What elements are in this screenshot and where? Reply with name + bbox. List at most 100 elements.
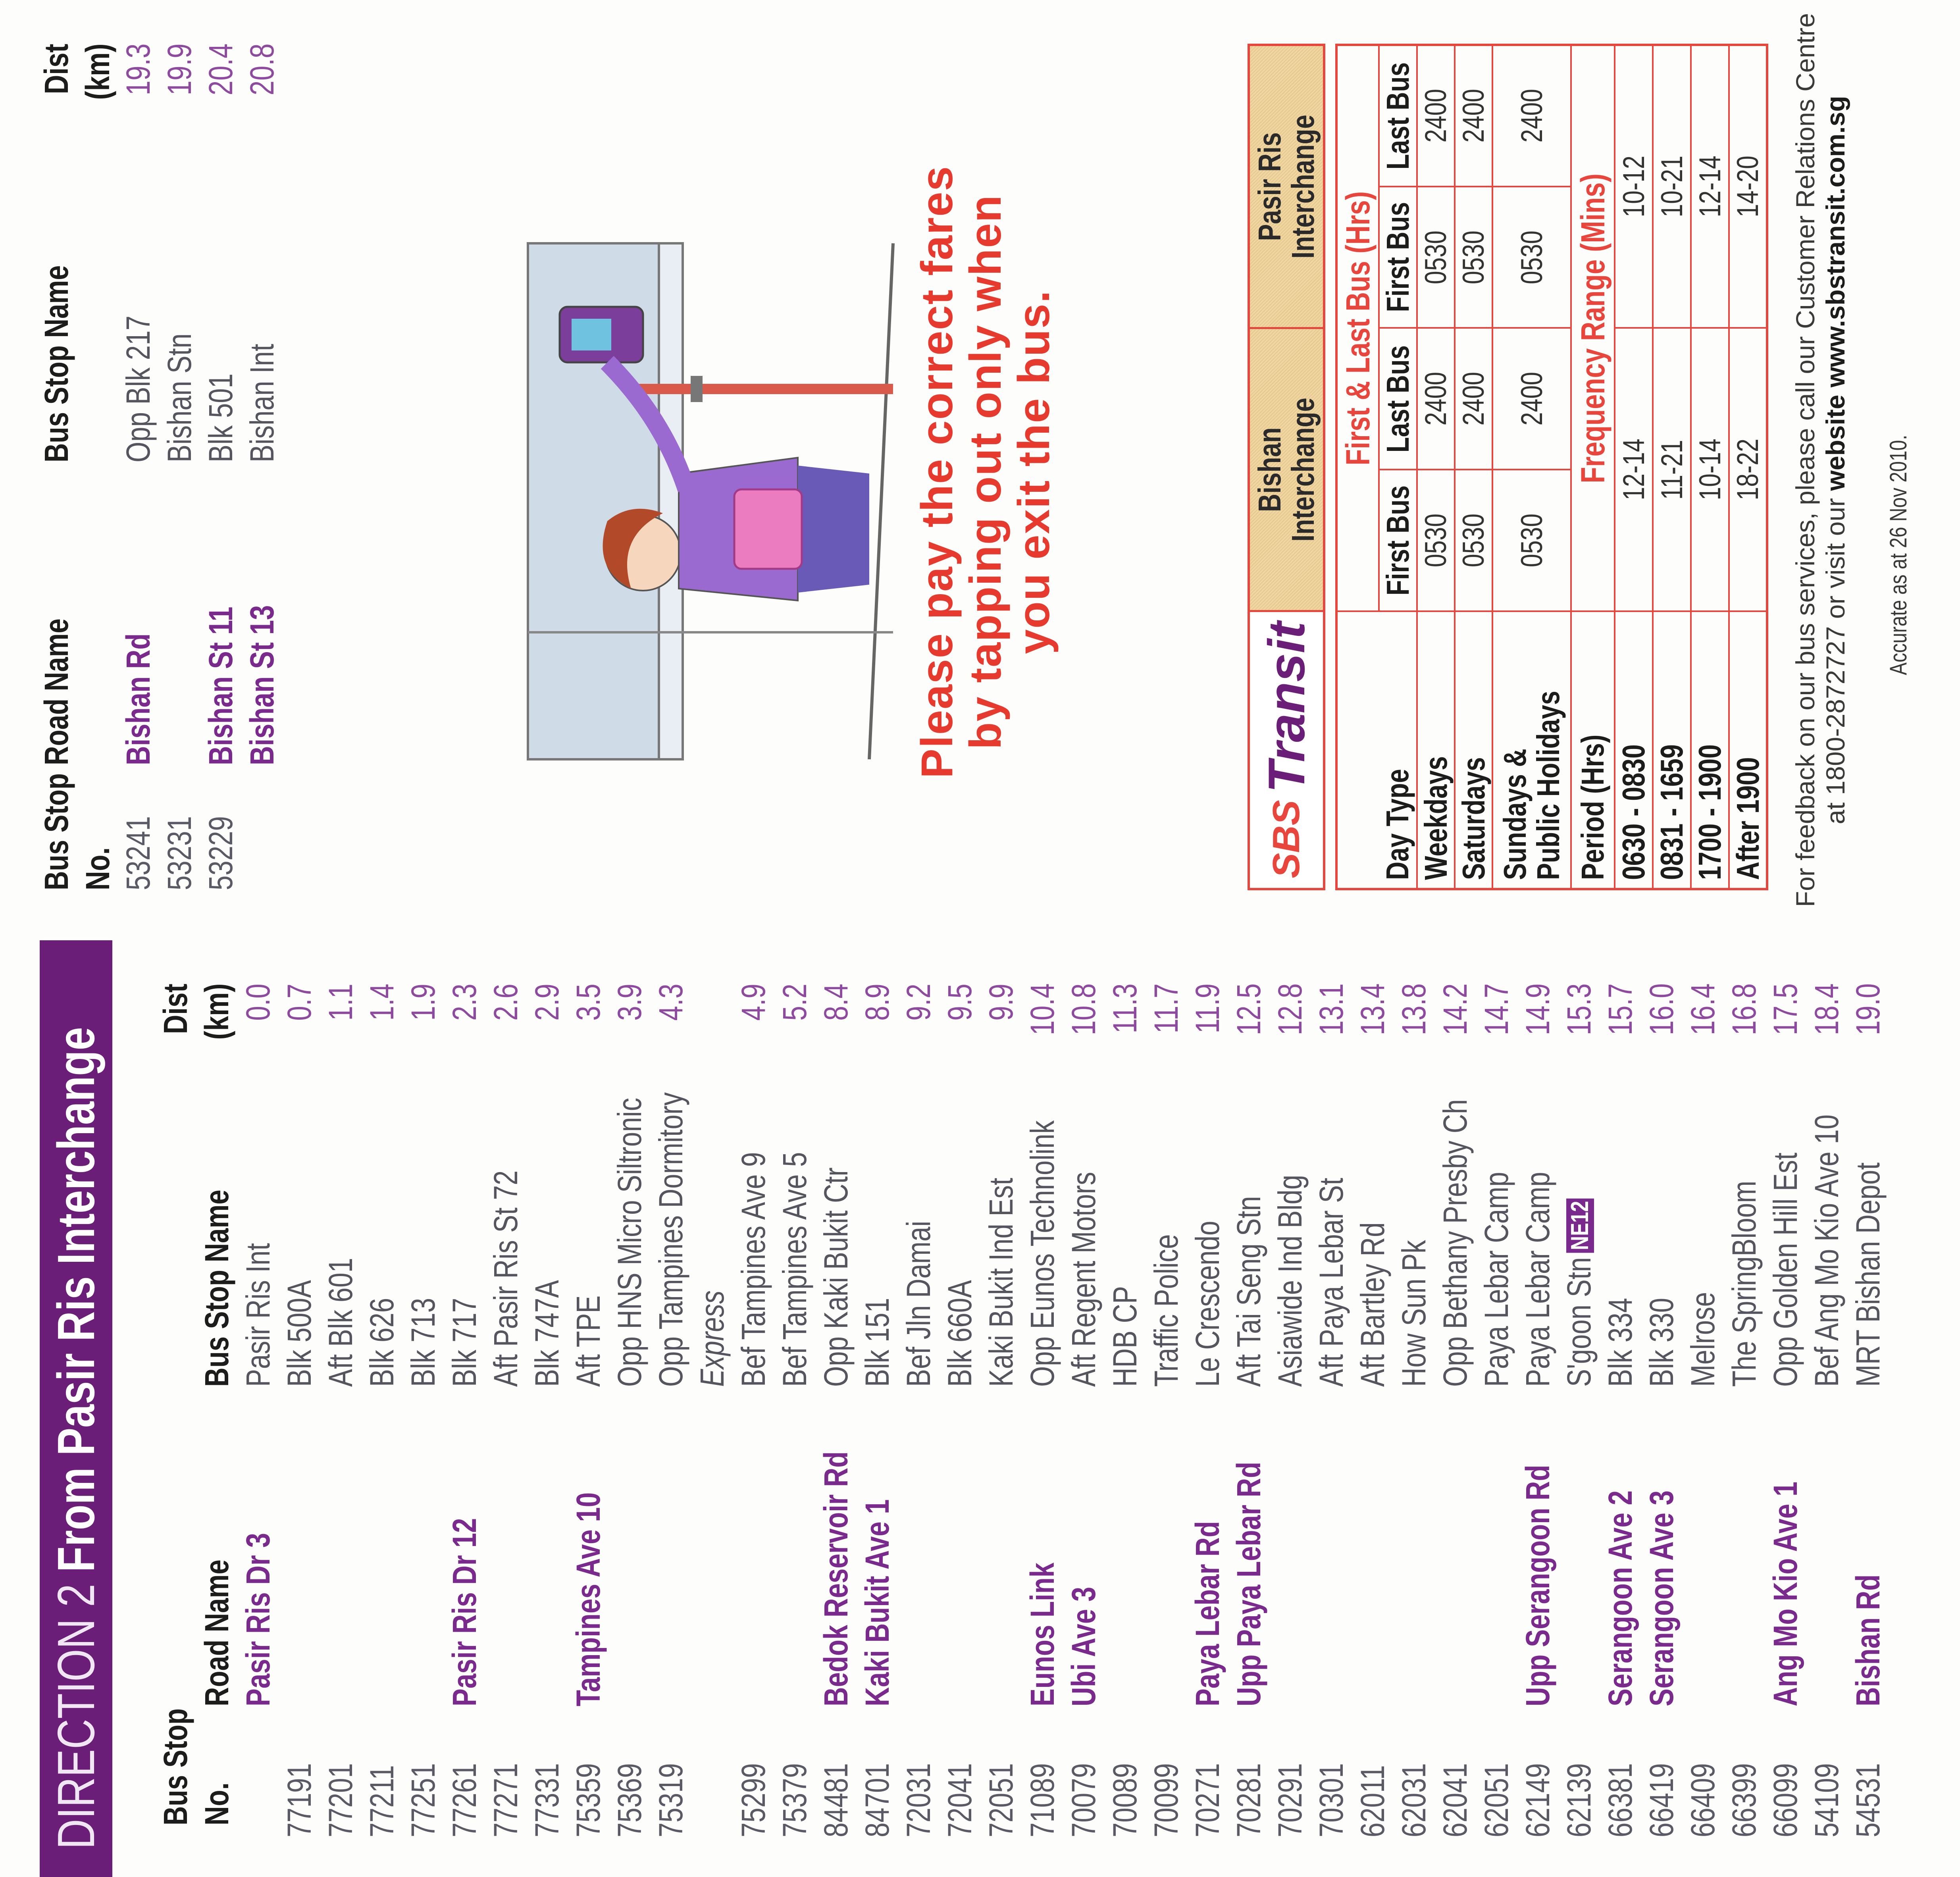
stop-row: 70291 Asiawide Ind Bldg 12.8 (1269, 940, 1311, 1877)
bus-stop-name: Asiawide Ind Bldg (1271, 1174, 1309, 1387)
direction-header-bar: DIRECTION 2 From Pasir Ris Interchange (40, 940, 112, 1877)
stop-row: 62149 Upp Serangoon Rd Paya Lebar Camp 14.9 (1517, 940, 1558, 1877)
stop-row: 66099 Ang Mo Kio Ave 1 Opp Golden Hill Est… (1765, 940, 1806, 1877)
distance-km: 12.8 (1271, 984, 1309, 1036)
stop-row: 77331 Blk 747A 2.9 (526, 940, 568, 1877)
bus-stop-name: Aft Bartley Rd (1354, 1222, 1391, 1387)
bus-stop-no: 70099 (1148, 1763, 1185, 1837)
bus-stop-no: 70089 (1106, 1763, 1144, 1837)
period-label: Period (Hrs) (1571, 611, 1615, 889)
interchange-bishan: Bishan Interchange (1250, 327, 1323, 610)
first-last-bus-timetable: First & Last Bus (Hrs) Day Type First Bu… (1335, 44, 1768, 890)
bus-stop-name: How Sun Pk (1395, 1240, 1432, 1387)
distance-km: 2.6 (487, 984, 524, 1021)
slogan-line: you exit the bus. (1009, 290, 1059, 654)
day-row-sundays-holidays: Sundays & Public Holidays 0530 2400 0530… (1492, 45, 1571, 889)
bus-stop-name: Blk 717 (446, 1298, 483, 1387)
bus-stop-no: 53229 (202, 816, 239, 890)
distance-km: 17.5 (1767, 984, 1804, 1036)
direction-2-stop-list: DIRECTION 2 From Pasir Ris Interchange B… (0, 940, 1960, 1877)
distance-km: 9.5 (941, 984, 978, 1021)
stop-row: 70271 Paya Lebar Rd Le Crescendo 11.9 (1187, 940, 1228, 1877)
bus-stop-name: Blk 501 (202, 373, 239, 462)
bus-stop-no: 66381 (1602, 1763, 1639, 1837)
stop-row: 84701 Kaki Bukit Ave 1 Blk 151 8.9 (857, 940, 898, 1877)
distance-km: 16.8 (1725, 984, 1763, 1036)
stop-row: 84481 Bedok Reservoir Rd Opp Kaki Bukit Ct… (815, 940, 857, 1877)
stop-row: 75359 Tampines Ave 10 Aft TPE 3.5 (568, 940, 609, 1877)
road-name: Tampines Ave 10 (570, 1492, 607, 1706)
bus-stop-no: 77211 (363, 1765, 400, 1837)
bus-stop-no: 75359 (570, 1763, 607, 1837)
bus-stop-name: HDB CP (1106, 1286, 1144, 1387)
stop-row: 75299 Bef Tampines Ave 9 4.9 (733, 940, 774, 1877)
stop-row: 54109 Bef Ang Mo Kio Ave 10 18.4 (1806, 940, 1847, 1877)
stop-row: 62041 Opp Bethany Presby Ch 14.2 (1434, 940, 1476, 1877)
mrt-station-code-badge: NE12 (1566, 1198, 1594, 1253)
distance-km: 2.9 (528, 984, 566, 1021)
stop-row: 66399 The SpringBloom 16.8 (1723, 940, 1765, 1877)
road-name: Ubi Ave 3 (1065, 1586, 1102, 1706)
feedback-line-2: at 1800-2872727 or visit our (1821, 491, 1850, 824)
sub-header: Last Bus (1379, 45, 1417, 187)
distance-km: 14.7 (1478, 984, 1515, 1036)
stop-row: 77211 Blk 626 1.4 (361, 940, 402, 1877)
bus-stop-name: Bef Jln Damai (900, 1221, 937, 1387)
bus-stop-name: Opp Kaki Bukit Ctr (817, 1167, 855, 1387)
distance-km: 13.8 (1395, 984, 1432, 1036)
stop-row: 70099 Traffic Police 11.7 (1146, 940, 1187, 1877)
distance-km: 14.9 (1519, 984, 1556, 1036)
bus-stop-name: Blk 500A (281, 1280, 318, 1387)
bus-stop-no: 54109 (1808, 1763, 1845, 1837)
sbs-transit-logo: SBS Transit (1250, 610, 1323, 888)
bus-stop-name: Kaki Bukit Ind Est (982, 1178, 1020, 1387)
bus-stop-name: Blk 151 (859, 1298, 896, 1387)
header-bus-stop-name: Bus Stop Name (38, 265, 75, 462)
bus-stop-no: 62031 (1395, 1763, 1432, 1837)
bus-stop-no: 70301 (1313, 1763, 1350, 1837)
bus-stop-name: Opp Golden Hill Est (1767, 1152, 1804, 1387)
bus-stop-no: 66419 (1643, 1763, 1680, 1837)
bus-stop-name: Blk 713 (404, 1298, 442, 1387)
bus-stop-name: Traffic Police (1148, 1234, 1185, 1387)
passenger-tapping-card-illustration (527, 242, 895, 760)
distance-km: 13.4 (1354, 984, 1391, 1036)
bus-stop-no: 66399 (1725, 1763, 1763, 1837)
sub-header: First Bus (1379, 186, 1417, 328)
bus-stop-no: 77261 (446, 1763, 483, 1837)
distance-km: 0.7 (281, 984, 318, 1021)
road-name: Upp Serangoon Rd (1519, 1465, 1556, 1706)
header-bus-stop-name: Bus Stop Name (198, 1190, 235, 1387)
bus-stop-no: 84481 (817, 1763, 855, 1837)
stop-row: 66409 Melrose 16.4 (1682, 940, 1723, 1877)
distance-km: 11.3 (1106, 984, 1144, 1034)
bus-stop-no: 66409 (1684, 1763, 1721, 1837)
distance-km: 11.9 (1189, 984, 1226, 1034)
express-note: Express (693, 1290, 731, 1387)
bus-stop-no: 77201 (322, 1763, 359, 1837)
stop-row: 75379 Bef Tampines Ave 5 5.2 (774, 940, 815, 1877)
service-note-row: Express (691, 940, 733, 1877)
distance-km: 10.4 (1024, 984, 1061, 1036)
freq-row: After 1900 18-22 14-20 (1729, 45, 1767, 889)
distance-km: 11.7 (1148, 984, 1185, 1034)
bus-stop-name: Le Crescendo (1189, 1221, 1226, 1387)
distance-km: 1.9 (404, 984, 442, 1021)
bus-stop-name: Blk 334 (1602, 1298, 1639, 1387)
sub-header: First Bus (1379, 470, 1417, 611)
bus-stop-name: Blk 747A (528, 1280, 566, 1387)
bus-stop-no: 53241 (119, 816, 157, 890)
website-link[interactable]: website www.sbstransit.com.sg (1821, 96, 1850, 491)
freq-row: 0831 - 1659 11-21 10-21 (1653, 45, 1691, 889)
bus-stop-no: 62041 (1436, 1763, 1474, 1837)
distance-km: 19.3 (119, 44, 157, 96)
freq-row: 1700 - 1900 10-14 12-14 (1691, 45, 1729, 889)
stop-row: 62011 Aft Bartley Rd 13.4 (1352, 940, 1393, 1877)
distance-km: 8.9 (859, 984, 896, 1021)
bus-stop-name: Bef Tampines Ave 5 (776, 1152, 813, 1387)
day-row-weekdays: Weekdays 0530 2400 0530 2400 (1417, 45, 1455, 889)
bus-stop-name: Blk 660A (941, 1280, 978, 1387)
stop-row: 71089 Eunos Link Opp Eunos Technolink 10.4 (1022, 940, 1063, 1877)
bus-stop-no: 71089 (1024, 1763, 1061, 1837)
stop-row: 77261 Pasir Ris Dr 12 Blk 717 2.3 (444, 940, 485, 1877)
